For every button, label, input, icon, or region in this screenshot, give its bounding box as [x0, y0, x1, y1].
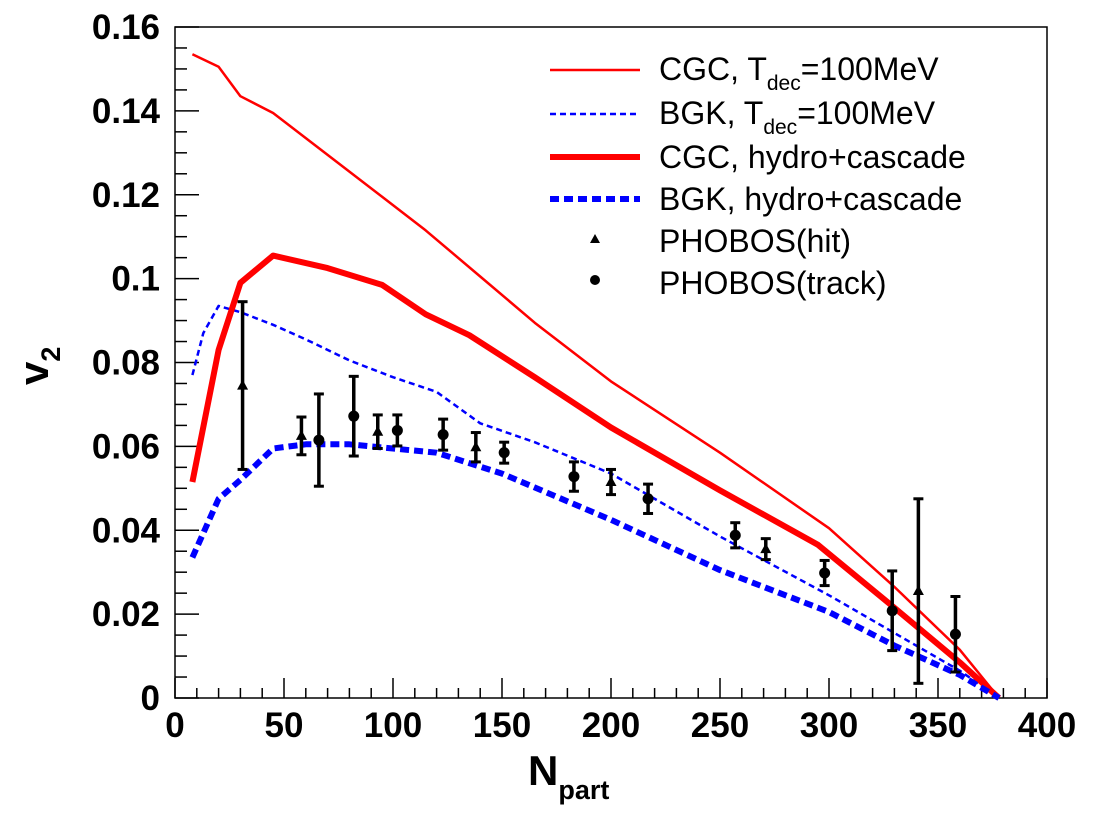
circle-marker	[949, 628, 961, 640]
triangle-marker	[470, 441, 482, 452]
x-tick-label: 50	[265, 706, 304, 745]
circle-marker	[348, 410, 360, 422]
circle-marker	[313, 434, 325, 446]
x-tick-label: 0	[165, 706, 184, 745]
y-axis-title-main: v	[10, 361, 57, 385]
y-axis-title-sub: 2	[36, 347, 66, 362]
x-axis-ticks: 0 50 100 150 200 250 300 350 400	[165, 678, 1076, 745]
y-tick-label: 0.02	[92, 595, 160, 634]
legend-label-phobos-hit: PHOBOS(hit)	[659, 223, 851, 259]
x-tick-label: 300	[800, 706, 858, 745]
triangle-marker	[605, 476, 617, 487]
phobos-hit-point	[372, 413, 384, 450]
legend-marker-circle	[590, 275, 600, 285]
phobos-hit-point	[760, 537, 772, 562]
phobos-track-point	[348, 374, 360, 458]
circle-marker	[642, 493, 654, 505]
phobos-track-point	[642, 482, 654, 515]
points-layer	[237, 300, 961, 685]
circle-marker	[391, 424, 403, 436]
x-axis-title-main: N	[528, 747, 558, 794]
y-tick-label: 0.04	[92, 511, 161, 550]
y-axis-ticks: 0 0.02 0.04 0.06 0.08 0.1 0.12 0.14 0.16	[92, 8, 199, 718]
legend-label-cgc-hydro: CGC, hydro+cascade	[659, 139, 966, 175]
triangle-marker	[295, 429, 307, 440]
legend-label-bgk-hydro: BGK, hydro+cascade	[659, 181, 962, 217]
series-layer	[189, 53, 1002, 701]
triangle-marker	[237, 379, 249, 390]
y-tick-label: 0.08	[92, 344, 160, 383]
series-line-3	[189, 441, 1001, 701]
phobos-track-point	[391, 413, 403, 448]
phobos-hit-point	[295, 415, 307, 457]
legend-label-cgc-tdec: CGC, Tdec=100MeV	[659, 51, 939, 95]
circle-marker	[568, 471, 580, 483]
circle-marker	[437, 429, 449, 441]
y-tick-label: 0.12	[92, 176, 160, 215]
series-line-2	[189, 252, 1002, 701]
series-line-0	[191, 53, 1000, 699]
circle-marker	[729, 529, 741, 541]
y-tick-label: 0.06	[92, 427, 160, 466]
x-tick-label: 200	[582, 706, 640, 745]
y-tick-label: 0.16	[92, 8, 160, 47]
x-tick-label: 250	[691, 706, 749, 745]
circle-marker	[498, 447, 510, 459]
y-axis-title: v2	[10, 347, 66, 385]
legend: CGC, Tdec=100MeV BGK, Tdec=100MeV CGC, h…	[550, 51, 966, 301]
x-tick-label: 350	[909, 706, 967, 745]
circle-marker	[819, 567, 831, 579]
phobos-hit-point	[237, 300, 249, 471]
phobos-hit-point	[470, 431, 482, 464]
x-axis-title: Npart	[528, 747, 609, 805]
triangle-marker	[760, 543, 772, 554]
phobos-hit-point	[605, 467, 617, 497]
triangle-marker	[372, 425, 384, 436]
legend-marker-triangle	[590, 234, 600, 243]
phobos-track-point	[949, 595, 961, 674]
phobos-track-point	[313, 392, 325, 488]
triangle-marker	[912, 585, 924, 596]
legend-label-phobos-track: PHOBOS(track)	[659, 265, 887, 301]
phobos-track-point	[437, 417, 449, 452]
x-axis-title-sub: part	[558, 775, 609, 805]
phobos-hit-point	[912, 497, 924, 685]
phobos-track-point	[498, 440, 510, 465]
x-tick-label: 150	[473, 706, 531, 745]
y-tick-label: 0	[141, 679, 160, 718]
phobos-track-point	[568, 460, 580, 493]
y-tick-label: 0.14	[92, 92, 161, 131]
x-tick-label: 100	[364, 706, 422, 745]
phobos-track-point	[729, 521, 741, 550]
series-line-1	[191, 304, 1000, 700]
y-tick-label: 0.1	[111, 260, 160, 299]
x-tick-label: 400	[1018, 706, 1076, 745]
phobos-track-point	[886, 569, 898, 653]
legend-label-bgk-tdec: BGK, Tdec=100MeV	[659, 95, 936, 139]
circle-marker	[886, 605, 898, 617]
phobos-track-point	[819, 558, 831, 588]
